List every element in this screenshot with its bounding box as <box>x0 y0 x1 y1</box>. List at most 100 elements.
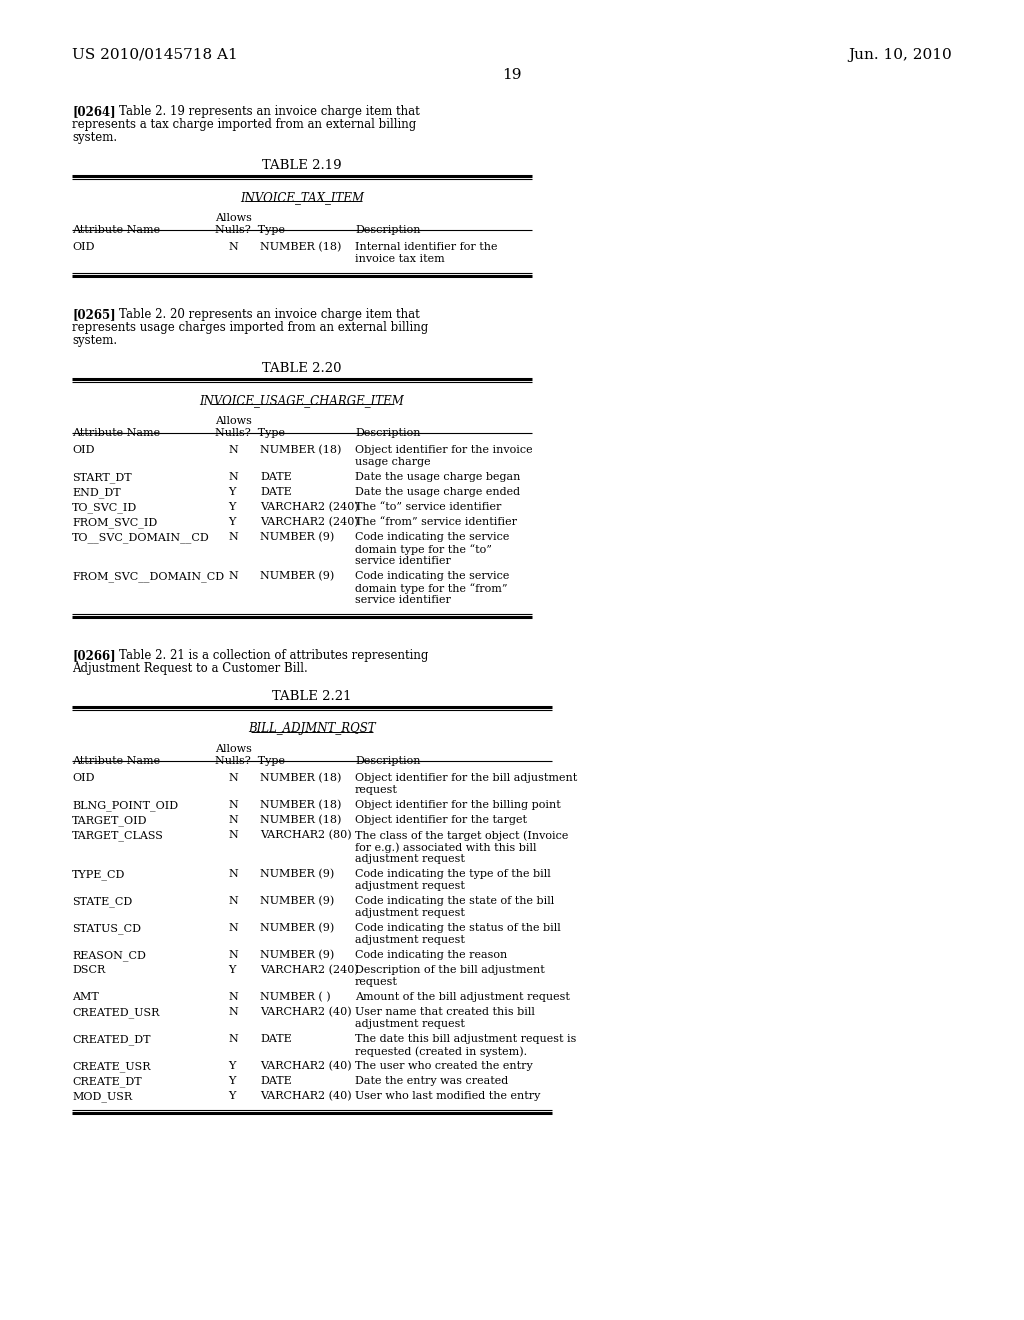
Text: VARCHAR2 (240): VARCHAR2 (240) <box>260 502 358 512</box>
Text: for e.g.) associated with this bill: for e.g.) associated with this bill <box>355 842 537 853</box>
Text: CREATED_DT: CREATED_DT <box>72 1034 151 1044</box>
Text: Y: Y <box>228 1092 236 1101</box>
Text: NUMBER (18): NUMBER (18) <box>260 800 341 810</box>
Text: system.: system. <box>72 334 117 347</box>
Text: Date the entry was created: Date the entry was created <box>355 1076 508 1086</box>
Text: 19: 19 <box>502 69 522 82</box>
Text: CREATE_USR: CREATE_USR <box>72 1061 151 1072</box>
Text: NUMBER (18): NUMBER (18) <box>260 242 341 252</box>
Text: CREATED_USR: CREATED_USR <box>72 1007 160 1018</box>
Text: Nulls?  Type: Nulls? Type <box>215 428 285 438</box>
Text: Code indicating the status of the bill: Code indicating the status of the bill <box>355 923 561 933</box>
Text: Internal identifier for the: Internal identifier for the <box>355 242 498 252</box>
Text: N: N <box>228 896 238 906</box>
Text: Table 2. 19 represents an invoice charge item that: Table 2. 19 represents an invoice charge… <box>119 106 420 117</box>
Text: VARCHAR2 (40): VARCHAR2 (40) <box>260 1061 351 1072</box>
Text: FROM_SVC_ID: FROM_SVC_ID <box>72 517 158 528</box>
Text: N: N <box>228 242 238 252</box>
Text: Code indicating the service: Code indicating the service <box>355 572 509 581</box>
Text: N: N <box>228 774 238 783</box>
Text: VARCHAR2 (40): VARCHAR2 (40) <box>260 1092 351 1101</box>
Text: adjustment request: adjustment request <box>355 854 465 865</box>
Text: The class of the target object (Invoice: The class of the target object (Invoice <box>355 830 568 841</box>
Text: DATE: DATE <box>260 487 292 498</box>
Text: [0265]: [0265] <box>72 308 116 321</box>
Text: request: request <box>355 785 398 795</box>
Text: Description: Description <box>355 428 421 438</box>
Text: Y: Y <box>228 965 236 975</box>
Text: END_DT: END_DT <box>72 487 121 498</box>
Text: adjustment request: adjustment request <box>355 1019 465 1030</box>
Text: Code indicating the service: Code indicating the service <box>355 532 509 543</box>
Text: Date the usage charge began: Date the usage charge began <box>355 473 520 482</box>
Text: The “to” service identifier: The “to” service identifier <box>355 502 502 512</box>
Text: VARCHAR2 (80): VARCHAR2 (80) <box>260 830 351 841</box>
Text: N: N <box>228 869 238 879</box>
Text: Attribute Name: Attribute Name <box>72 428 160 438</box>
Text: invoice tax item: invoice tax item <box>355 253 444 264</box>
Text: N: N <box>228 950 238 960</box>
Text: Jun. 10, 2010: Jun. 10, 2010 <box>848 48 952 62</box>
Text: TABLE 2.21: TABLE 2.21 <box>272 690 352 704</box>
Text: NUMBER (18): NUMBER (18) <box>260 774 341 783</box>
Text: N: N <box>228 1007 238 1016</box>
Text: STATUS_CD: STATUS_CD <box>72 923 141 933</box>
Text: adjustment request: adjustment request <box>355 935 465 945</box>
Text: NUMBER (18): NUMBER (18) <box>260 445 341 455</box>
Text: CREATE_DT: CREATE_DT <box>72 1076 141 1086</box>
Text: VARCHAR2 (240): VARCHAR2 (240) <box>260 965 358 975</box>
Text: request: request <box>355 977 398 987</box>
Text: TO__SVC_DOMAIN__CD: TO__SVC_DOMAIN__CD <box>72 532 210 543</box>
Text: Attribute Name: Attribute Name <box>72 224 160 235</box>
Text: requested (created in system).: requested (created in system). <box>355 1045 527 1056</box>
Text: usage charge: usage charge <box>355 457 431 467</box>
Text: Attribute Name: Attribute Name <box>72 756 160 766</box>
Text: Allows: Allows <box>215 416 252 426</box>
Text: User name that created this bill: User name that created this bill <box>355 1007 535 1016</box>
Text: [0264]: [0264] <box>72 106 116 117</box>
Text: NUMBER (9): NUMBER (9) <box>260 923 334 933</box>
Text: N: N <box>228 473 238 482</box>
Text: REASON_CD: REASON_CD <box>72 950 145 961</box>
Text: FROM_SVC__DOMAIN_CD: FROM_SVC__DOMAIN_CD <box>72 572 224 582</box>
Text: DATE: DATE <box>260 1034 292 1044</box>
Text: Description: Description <box>355 224 421 235</box>
Text: domain type for the “from”: domain type for the “from” <box>355 583 508 594</box>
Text: NUMBER (9): NUMBER (9) <box>260 532 334 543</box>
Text: Y: Y <box>228 502 236 512</box>
Text: NUMBER ( ): NUMBER ( ) <box>260 993 331 1002</box>
Text: N: N <box>228 532 238 543</box>
Text: BILL_ADJMNT_RQST: BILL_ADJMNT_RQST <box>248 722 376 735</box>
Text: OID: OID <box>72 445 94 455</box>
Text: AMT: AMT <box>72 993 98 1002</box>
Text: The date this bill adjustment request is: The date this bill adjustment request is <box>355 1034 577 1044</box>
Text: OID: OID <box>72 242 94 252</box>
Text: Object identifier for the billing point: Object identifier for the billing point <box>355 800 561 810</box>
Text: Object identifier for the bill adjustment: Object identifier for the bill adjustmen… <box>355 774 578 783</box>
Text: adjustment request: adjustment request <box>355 880 465 891</box>
Text: NUMBER (9): NUMBER (9) <box>260 896 334 907</box>
Text: TARGET_CLASS: TARGET_CLASS <box>72 830 164 841</box>
Text: N: N <box>228 814 238 825</box>
Text: Amount of the bill adjustment request: Amount of the bill adjustment request <box>355 993 570 1002</box>
Text: Description: Description <box>355 756 421 766</box>
Text: VARCHAR2 (40): VARCHAR2 (40) <box>260 1007 351 1018</box>
Text: DATE: DATE <box>260 473 292 482</box>
Text: Code indicating the type of the bill: Code indicating the type of the bill <box>355 869 551 879</box>
Text: Y: Y <box>228 487 236 498</box>
Text: [0266]: [0266] <box>72 649 116 663</box>
Text: TABLE 2.20: TABLE 2.20 <box>262 362 342 375</box>
Text: TABLE 2.19: TABLE 2.19 <box>262 158 342 172</box>
Text: Table 2. 20 represents an invoice charge item that: Table 2. 20 represents an invoice charge… <box>119 308 420 321</box>
Text: NUMBER (9): NUMBER (9) <box>260 572 334 581</box>
Text: DSCR: DSCR <box>72 965 105 975</box>
Text: Code indicating the reason: Code indicating the reason <box>355 950 507 960</box>
Text: Adjustment Request to a Customer Bill.: Adjustment Request to a Customer Bill. <box>72 663 308 675</box>
Text: Code indicating the state of the bill: Code indicating the state of the bill <box>355 896 554 906</box>
Text: INVOICE_USAGE_CHARGE_ITEM: INVOICE_USAGE_CHARGE_ITEM <box>200 393 404 407</box>
Text: Table 2. 21 is a collection of attributes representing: Table 2. 21 is a collection of attribute… <box>119 649 428 663</box>
Text: BLNG_POINT_OID: BLNG_POINT_OID <box>72 800 178 810</box>
Text: N: N <box>228 1034 238 1044</box>
Text: N: N <box>228 800 238 810</box>
Text: service identifier: service identifier <box>355 556 451 566</box>
